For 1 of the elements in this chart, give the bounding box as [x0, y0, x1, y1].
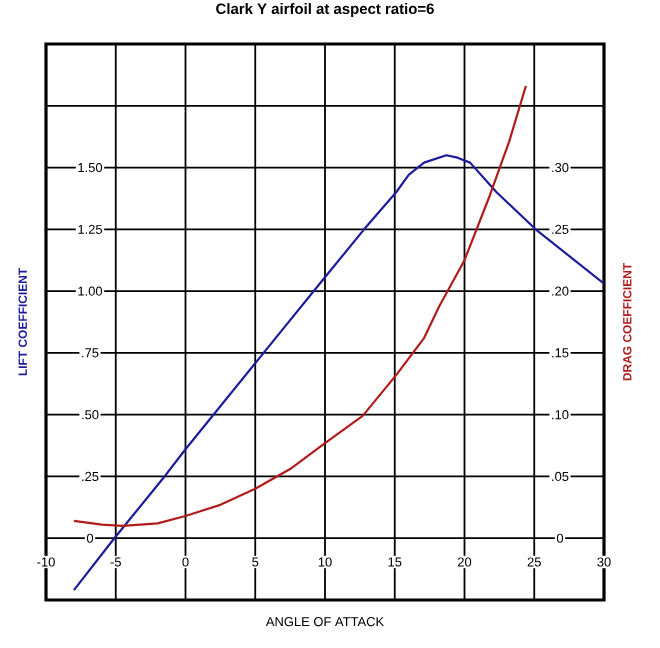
line-series	[72, 84, 527, 527]
